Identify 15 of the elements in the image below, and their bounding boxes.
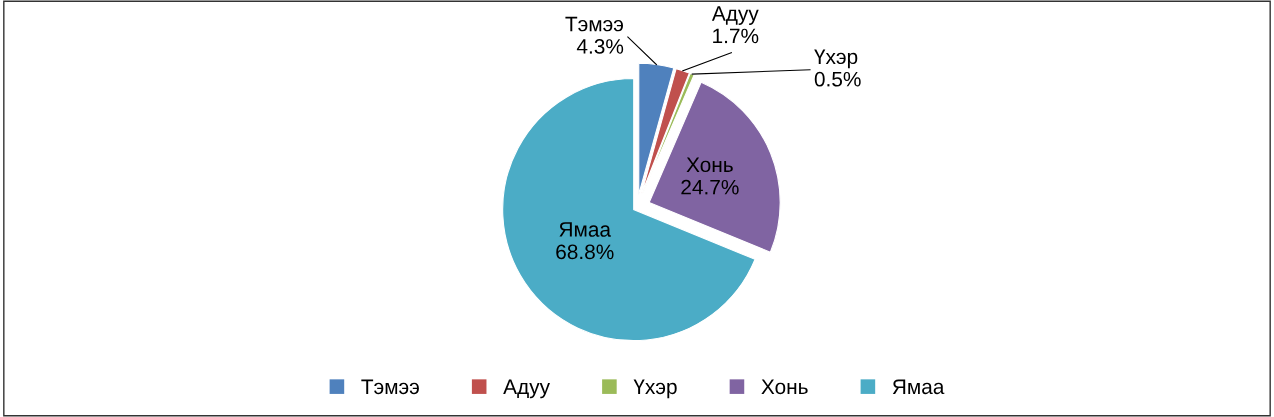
data-label: 68.8% (556, 244, 614, 260)
slice-label: Адуу (711, 6, 759, 25)
slice-label: Ямаа (559, 222, 612, 237)
data-label: 0.5% (814, 71, 861, 87)
legend-label: Үхэр (633, 379, 677, 399)
slice-label: Хонь (686, 157, 733, 173)
data-label: 1.7% (713, 28, 759, 44)
legend-label: Тэмээ (361, 379, 419, 395)
slice-label: Үхэр (814, 49, 858, 69)
data-label: 4.3% (576, 39, 624, 54)
legend-label: Адуу (503, 379, 550, 399)
legend-label: Ямаа (892, 379, 945, 395)
data-label: 24.7% (681, 179, 739, 195)
slice-label: Тэмээ (565, 16, 624, 32)
legend-label: Хонь (761, 379, 808, 395)
